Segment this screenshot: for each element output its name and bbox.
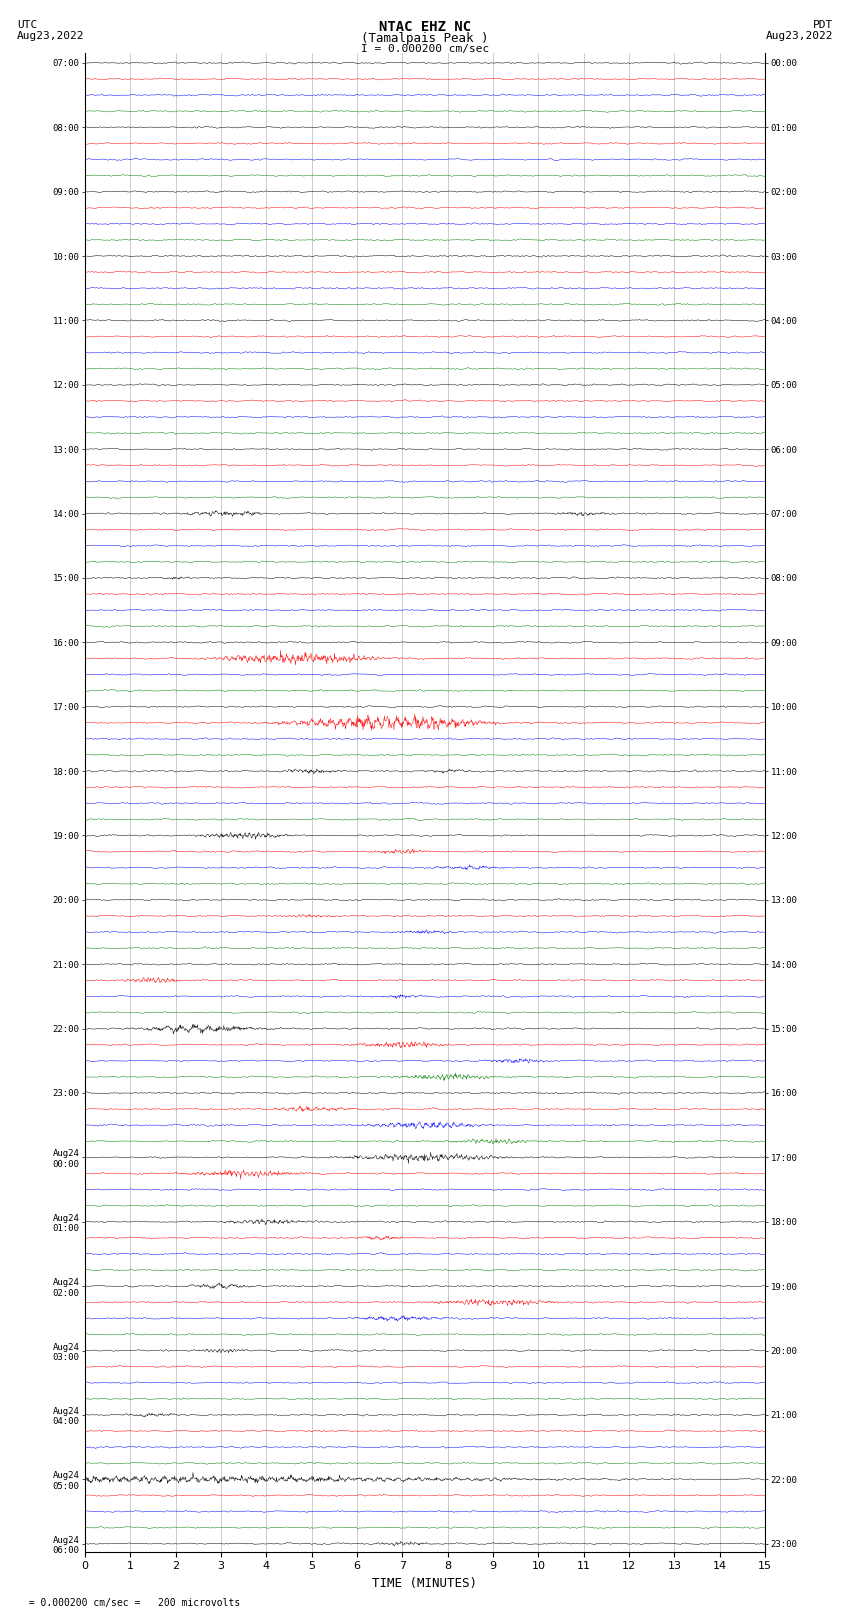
- X-axis label: TIME (MINUTES): TIME (MINUTES): [372, 1578, 478, 1590]
- Text: UTC: UTC: [17, 19, 37, 31]
- Text: NTAC EHZ NC: NTAC EHZ NC: [379, 19, 471, 34]
- Text: = 0.000200 cm/sec =   200 microvolts: = 0.000200 cm/sec = 200 microvolts: [17, 1598, 241, 1608]
- Text: Aug23,2022: Aug23,2022: [17, 31, 84, 40]
- Text: I = 0.000200 cm/sec: I = 0.000200 cm/sec: [361, 44, 489, 53]
- Text: PDT: PDT: [813, 19, 833, 31]
- Text: Aug23,2022: Aug23,2022: [766, 31, 833, 40]
- Text: (Tamalpais Peak ): (Tamalpais Peak ): [361, 32, 489, 45]
